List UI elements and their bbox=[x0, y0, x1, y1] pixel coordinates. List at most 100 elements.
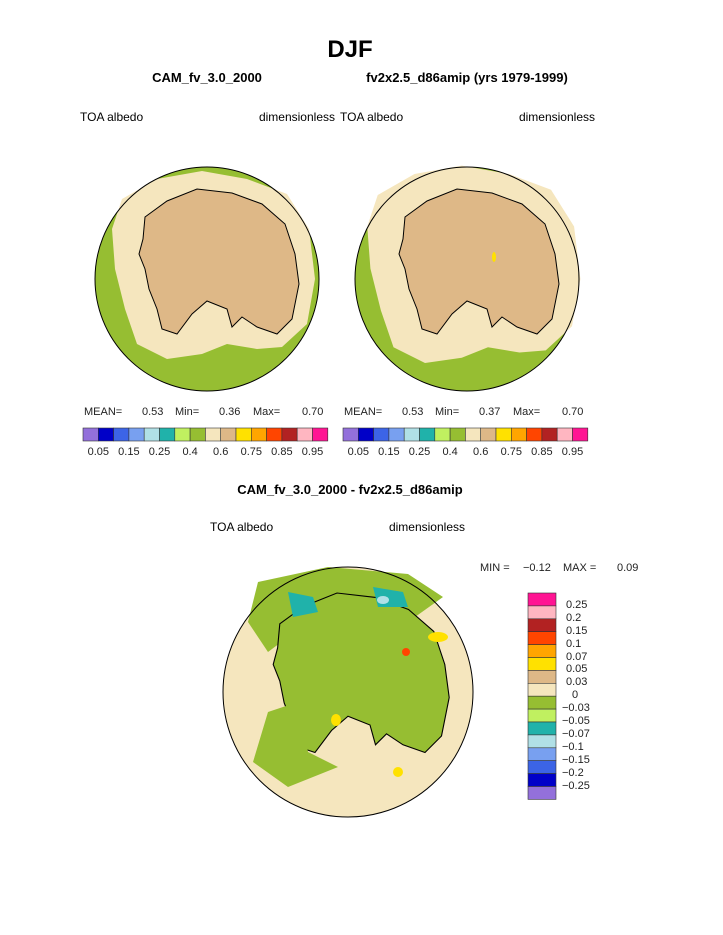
colorbar-box bbox=[128, 427, 145, 442]
diff-colorbar-box bbox=[527, 644, 557, 658]
colorbar-box bbox=[434, 427, 451, 442]
diff-colorbar-box bbox=[527, 747, 557, 761]
colorbar-tick-label: 0.85 bbox=[531, 446, 553, 458]
colorbar-tick-label: 0.25 bbox=[408, 446, 431, 458]
colorbar-box bbox=[220, 427, 237, 442]
colorbar-box bbox=[82, 427, 99, 442]
diff-colorbar-box bbox=[527, 695, 557, 710]
diff-colorbar-box bbox=[527, 760, 557, 774]
mean-label: MEAN= bbox=[84, 406, 123, 418]
colorbar-tick-label: 0.05 bbox=[347, 446, 369, 458]
colorbar-diff bbox=[527, 592, 557, 800]
mean-value: 0.53 bbox=[402, 406, 424, 418]
diff-variable: TOA albedo bbox=[210, 520, 274, 534]
colorbar-box bbox=[373, 427, 390, 442]
diff-colorbar-box bbox=[527, 773, 557, 787]
colorbar-box bbox=[495, 427, 512, 442]
colorbar-tick-label: 0.95 bbox=[561, 446, 584, 458]
colorbar-box bbox=[143, 427, 160, 442]
colorbar-tick-label: 0.05 bbox=[87, 446, 109, 458]
mean-label: MEAN= bbox=[344, 406, 383, 418]
panel-left-variable: TOA albedo bbox=[80, 110, 144, 124]
map-diff-negative-patch bbox=[288, 592, 318, 617]
colorbar-box bbox=[541, 427, 558, 442]
colorbar-tick-label: 0.75 bbox=[500, 446, 522, 458]
map-left-border bbox=[94, 166, 320, 392]
colorbar-box bbox=[342, 427, 359, 442]
panel-right-variable: TOA albedo bbox=[340, 110, 404, 124]
max-label: Max= bbox=[253, 406, 281, 418]
diff-colorbar-box bbox=[527, 592, 557, 607]
diff-colorbar-tick-label: 0 bbox=[572, 689, 579, 702]
diff-colorbar-tick-label: 0.05 bbox=[566, 663, 588, 676]
diff-colorbar-box bbox=[527, 682, 557, 697]
panel-right-units: dimensionless bbox=[518, 110, 595, 124]
colorbar-box bbox=[98, 427, 114, 442]
colorbar-tick-label: 0.15 bbox=[118, 446, 140, 458]
map-diff-positive-patch bbox=[331, 714, 341, 726]
colorbar-tick-label: 0.85 bbox=[271, 446, 293, 458]
colorbar-box bbox=[281, 427, 298, 442]
diff-colorbar-tick-label: 0.07 bbox=[566, 650, 588, 663]
colorbar-box bbox=[357, 427, 374, 442]
diff-colorbar-tick-label: 0.2 bbox=[566, 611, 582, 624]
diff-colorbar-box bbox=[527, 786, 557, 800]
diff-max-label: MAX = bbox=[563, 562, 597, 574]
colorbar-box bbox=[235, 427, 252, 442]
map-diff-positive-patch bbox=[428, 632, 448, 642]
colorbar-box bbox=[205, 427, 221, 442]
diff-colorbar-tick-label: −0.2 bbox=[562, 766, 584, 779]
max-value: 0.70 bbox=[562, 406, 584, 418]
diff-min-value: −0.12 bbox=[523, 562, 551, 574]
diff-colorbar-tick-label: −0.15 bbox=[562, 753, 590, 766]
diff-colorbar-box bbox=[527, 708, 557, 723]
colorbar-tick-label: 0.15 bbox=[378, 446, 400, 458]
colorbar-box bbox=[251, 427, 267, 442]
colorbar-tick-label: 0.4 bbox=[182, 446, 198, 458]
colorbar-box bbox=[312, 427, 329, 442]
panel-right-title: fv2x2.5_d86amip (yrs 1979-1999) bbox=[366, 70, 568, 85]
colorbar-box bbox=[174, 427, 191, 442]
diff-colorbar-box bbox=[527, 734, 557, 749]
map-left bbox=[94, 166, 320, 392]
min-label: Min= bbox=[175, 406, 200, 418]
colorbar-box bbox=[189, 427, 206, 442]
diff-title: CAM_fv_3.0_2000 - fv2x2.5_d86amip bbox=[237, 482, 463, 497]
colorbar-box bbox=[296, 427, 313, 442]
colorbar-box bbox=[403, 427, 420, 442]
diff-colorbar-tick-label: 0.25 bbox=[566, 598, 588, 611]
min-value: 0.37 bbox=[479, 406, 501, 418]
diff-colorbar-box bbox=[527, 657, 557, 671]
diff-colorbar-tick-label: 0.03 bbox=[566, 676, 588, 689]
panel-left-title: CAM_fv_3.0_2000 bbox=[152, 70, 262, 85]
main-title: DJF bbox=[327, 36, 373, 63]
diff-colorbar-box bbox=[527, 721, 557, 736]
colorbar-box bbox=[526, 427, 543, 442]
diff-colorbar-tick-label: 0.15 bbox=[566, 624, 588, 637]
max-label: Max= bbox=[513, 406, 541, 418]
map-right bbox=[354, 165, 581, 392]
diff-colorbar-tick-label: −0.07 bbox=[562, 727, 590, 740]
mean-value: 0.53 bbox=[142, 406, 164, 418]
panel-left-units: dimensionless bbox=[258, 110, 335, 124]
colorbar-box bbox=[449, 427, 466, 442]
colorbar-right bbox=[342, 427, 589, 442]
diff-colorbar-tick-label: −0.05 bbox=[562, 715, 590, 727]
colorbar-tick-label: 0.4 bbox=[442, 446, 458, 458]
map-right-border bbox=[354, 166, 580, 392]
map-diff-border bbox=[222, 566, 474, 818]
map-diff-green-patch bbox=[253, 702, 338, 787]
colorbar-box bbox=[556, 427, 573, 442]
diff-units: dimensionless bbox=[388, 520, 465, 534]
diff-colorbar-box bbox=[527, 618, 557, 632]
colorbar-tick-label: 0.6 bbox=[213, 446, 229, 458]
colorbar-box bbox=[510, 427, 527, 442]
max-value: 0.70 bbox=[302, 406, 324, 418]
colorbar-box bbox=[480, 427, 497, 442]
diff-max-value: 0.09 bbox=[617, 562, 639, 574]
colorbar-left bbox=[82, 427, 329, 442]
diff-colorbar-tick-label: −0.1 bbox=[562, 740, 584, 753]
diff-colorbar-tick-label: 0.1 bbox=[566, 637, 582, 650]
